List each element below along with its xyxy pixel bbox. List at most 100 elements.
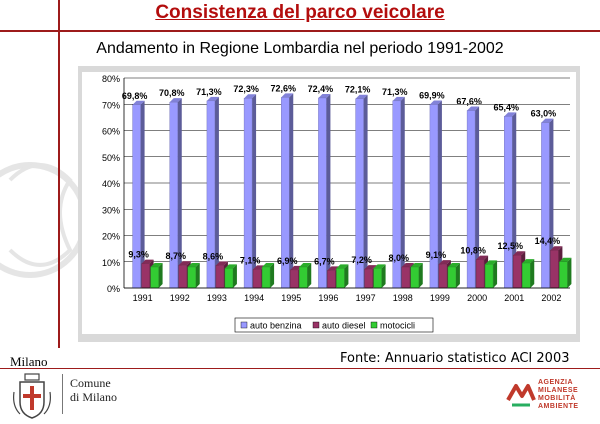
bar-top xyxy=(550,246,563,251)
agency-line-3: MOBILITÀ xyxy=(538,395,576,402)
bar-side xyxy=(252,94,257,289)
bar-side xyxy=(232,264,237,288)
data-label: 8,0% xyxy=(388,253,409,263)
bar-side xyxy=(530,259,535,288)
bar-side xyxy=(475,106,480,288)
bar-top xyxy=(559,257,572,262)
bar-motocicli xyxy=(447,266,457,289)
bar-motocicli xyxy=(336,268,345,289)
bar-side xyxy=(326,93,331,288)
bar-top xyxy=(522,259,535,264)
bar-motocicli xyxy=(299,266,308,289)
bar-top xyxy=(141,259,154,264)
page-title: Consistenza del parco veicolare xyxy=(155,2,445,23)
bar-top xyxy=(262,263,275,267)
x-tick-label: 1992 xyxy=(170,293,190,303)
page-subtitle: Andamento in Regione Lombardia nel perio… xyxy=(96,40,504,57)
bar-top xyxy=(206,96,219,101)
bar-auto-diesel xyxy=(364,268,373,289)
bar-top xyxy=(513,251,526,256)
data-label: 72,4% xyxy=(308,84,334,94)
x-tick-label: 1994 xyxy=(244,293,264,303)
x-tick-label: 2001 xyxy=(504,293,524,303)
bar-auto-diesel xyxy=(438,263,448,289)
legend-box xyxy=(234,317,434,333)
y-tick-label: 0% xyxy=(107,284,120,294)
bar-top xyxy=(224,264,237,269)
bar-motocicli xyxy=(187,266,196,289)
bar-top xyxy=(169,98,182,103)
data-label: 71,3% xyxy=(382,87,408,97)
bar-top xyxy=(178,261,191,266)
bar-auto-benzina xyxy=(429,104,439,289)
bar-motocicli xyxy=(410,266,419,289)
legend-swatch xyxy=(240,321,248,329)
legend-swatch xyxy=(370,321,378,329)
data-label: 72,1% xyxy=(345,85,371,95)
bar-top xyxy=(299,263,312,267)
y-tick-label: 30% xyxy=(102,205,120,215)
bar-side xyxy=(567,257,572,288)
data-label: 67,6% xyxy=(456,97,482,107)
bar-side xyxy=(493,260,498,288)
bar-motocicli xyxy=(261,266,271,289)
bar-auto-diesel xyxy=(475,259,485,289)
x-tick-label: 1995 xyxy=(281,293,301,303)
bar-side xyxy=(512,112,517,288)
x-tick-label: 1997 xyxy=(356,293,376,303)
x-tick-label: 1999 xyxy=(430,293,450,303)
agency-line-2: MILANESE xyxy=(538,387,579,394)
data-label: 14,4% xyxy=(535,236,561,246)
data-label: 63,0% xyxy=(531,109,557,119)
bar-top xyxy=(215,261,228,266)
agency-line-1: AGENZIA xyxy=(538,379,573,386)
data-label: 12,5% xyxy=(497,241,523,251)
data-label: 70,8% xyxy=(159,88,185,98)
comune-label: Comune di Milano xyxy=(70,376,117,404)
bar-side xyxy=(307,263,312,288)
x-tick-label: 2002 xyxy=(541,293,561,303)
amma-logo-icon xyxy=(506,384,536,407)
bar-top xyxy=(410,263,423,267)
data-label: 7,2% xyxy=(351,255,372,265)
y-tick-label: 40% xyxy=(102,179,120,189)
bar-auto-benzina xyxy=(132,104,141,289)
bar-auto-benzina xyxy=(541,122,550,289)
bar-side xyxy=(418,263,423,288)
bar-top xyxy=(364,265,377,270)
bar-top xyxy=(244,94,257,99)
data-label: 6,7% xyxy=(314,256,335,266)
bar-side xyxy=(289,93,294,288)
x-tick-label: 1996 xyxy=(318,293,338,303)
bar-top xyxy=(541,118,554,123)
bar-auto-benzina xyxy=(504,116,513,289)
bar-top xyxy=(467,106,480,111)
comune-divider xyxy=(62,374,63,414)
bar-side xyxy=(400,96,405,289)
data-label: 7,1% xyxy=(240,255,261,265)
bar-top xyxy=(476,255,489,260)
source-note: Fonte: Annuario statistico ACI 2003 xyxy=(340,351,570,366)
bar-motocicli xyxy=(522,262,531,289)
bar-auto-diesel xyxy=(141,263,150,289)
bar-side xyxy=(270,263,275,288)
y-tick-label: 20% xyxy=(102,232,120,242)
bar-side xyxy=(214,96,219,289)
data-label: 69,9% xyxy=(419,91,445,101)
left-rule xyxy=(58,0,60,348)
bar-top xyxy=(355,94,368,99)
title-rule xyxy=(0,30,600,32)
bar-top xyxy=(318,93,331,98)
agency-line-4: AMBIENTE xyxy=(538,403,579,410)
bar-motocicli xyxy=(484,264,494,289)
chart-frame: 0% 10% 20% 30% 40% 50% 60% 70% 80% 69,8% 9,3% 1991 7… xyxy=(78,66,580,342)
legend-swatch xyxy=(312,321,320,329)
bar-top xyxy=(401,263,414,267)
bar-top xyxy=(150,263,163,267)
bar-auto-diesel xyxy=(290,269,299,289)
data-label: 10,8% xyxy=(460,246,486,256)
comune-line-1: Comune xyxy=(70,376,111,390)
bar-top xyxy=(447,263,460,267)
legend-label: auto diesel xyxy=(322,321,366,331)
bar-side xyxy=(177,98,182,289)
